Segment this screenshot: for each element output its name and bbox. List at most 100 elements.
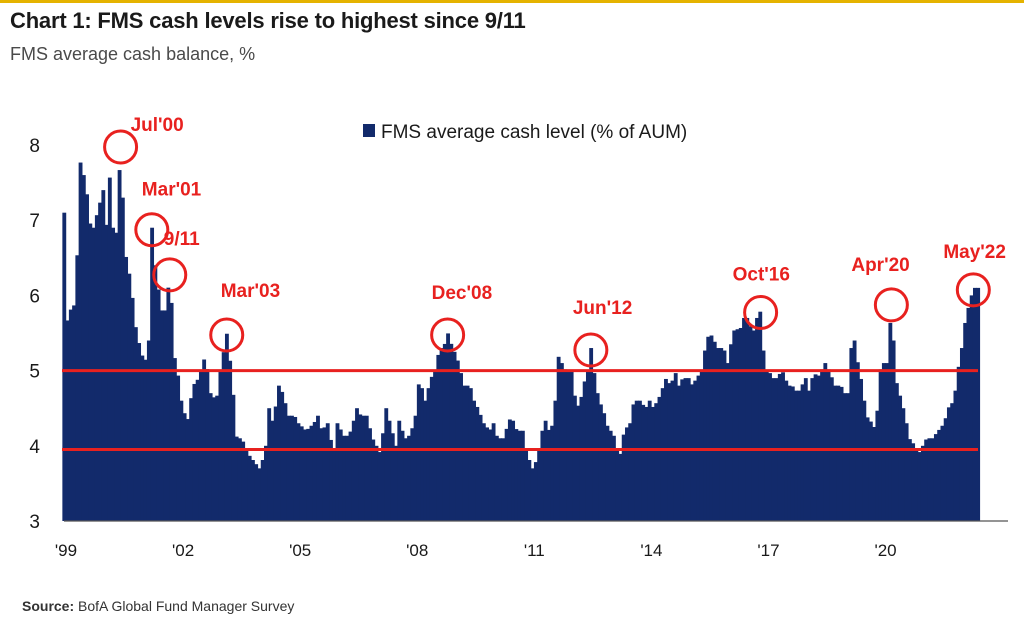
bar	[459, 373, 463, 521]
bar	[546, 429, 551, 521]
bar	[137, 343, 142, 521]
bar	[299, 426, 304, 521]
bar	[634, 400, 639, 521]
bar	[719, 348, 724, 521]
bar	[865, 417, 870, 521]
bar	[953, 390, 958, 521]
bar	[397, 420, 402, 521]
bar	[732, 330, 737, 521]
x-axis-ticks: '99 '02 '05 '08 '11 '14 '17 '20	[55, 541, 897, 560]
bar	[498, 438, 503, 521]
bar	[65, 320, 70, 521]
annotation-label: Mar'01	[142, 180, 202, 201]
bar	[221, 352, 226, 521]
bar	[348, 431, 353, 521]
bar	[159, 310, 164, 521]
bar	[638, 400, 642, 521]
bar	[625, 427, 629, 521]
bar	[504, 428, 509, 521]
annotation-label: May'22	[943, 242, 1006, 263]
annotation-label: Mar'03	[221, 281, 280, 302]
bar	[755, 317, 759, 521]
bar	[104, 224, 109, 522]
bar	[332, 448, 337, 521]
bar	[940, 425, 945, 521]
annotation-label: Jul'00	[131, 115, 184, 136]
bar	[179, 400, 184, 521]
bar	[758, 311, 763, 521]
bar	[651, 406, 655, 521]
bar	[407, 435, 411, 521]
bar	[78, 162, 83, 522]
bar	[280, 391, 285, 521]
bar	[917, 452, 922, 521]
bar	[296, 423, 301, 521]
annotation-label: Jun'12	[573, 298, 632, 319]
bar	[436, 354, 441, 521]
bar	[930, 438, 935, 521]
legend-label: FMS average cash level (% of AUM)	[381, 122, 687, 143]
bar	[303, 429, 307, 521]
bar-series	[62, 162, 981, 522]
bar	[927, 438, 932, 521]
bar	[410, 428, 415, 521]
bar	[88, 223, 93, 522]
bar	[384, 408, 389, 521]
bar	[169, 302, 174, 521]
bar	[764, 370, 769, 521]
bar	[146, 340, 151, 521]
bar	[878, 369, 883, 521]
bar	[849, 348, 854, 521]
bar	[452, 351, 457, 521]
y-tick-label: 6	[29, 286, 40, 307]
annotations: Jul'00 Mar'01 9/11 Mar'03 Dec'08 Jun'12 Oct'16…	[103, 115, 1006, 368]
bar	[381, 433, 385, 521]
bar	[364, 415, 369, 521]
bar	[621, 434, 626, 521]
bar	[735, 329, 740, 521]
bar	[872, 427, 877, 521]
bar	[972, 287, 977, 521]
bar	[569, 370, 574, 521]
bar	[956, 366, 961, 521]
bar	[527, 460, 532, 521]
bar	[143, 359, 148, 521]
bar	[361, 415, 366, 521]
bar	[924, 439, 929, 521]
bar	[667, 383, 672, 521]
bar	[797, 390, 802, 521]
bar	[449, 343, 454, 521]
bar	[426, 388, 431, 521]
bar	[563, 369, 568, 521]
bar	[254, 464, 259, 521]
annotation-label: Dec'08	[432, 283, 493, 304]
bar	[416, 384, 421, 521]
bar	[654, 403, 659, 521]
bar	[286, 415, 291, 521]
bar	[904, 423, 909, 521]
bar	[745, 317, 750, 521]
annotation-circle	[430, 317, 466, 353]
legend: FMS average cash level (% of AUM)	[363, 122, 687, 143]
bar	[390, 433, 395, 521]
bar	[807, 390, 811, 521]
bar	[101, 190, 106, 521]
bar	[182, 413, 187, 521]
source-note: Source: BofA Global Fund Manager Survey	[22, 598, 294, 614]
bar	[530, 468, 535, 521]
bar	[403, 438, 408, 521]
bar	[413, 415, 418, 521]
bar	[833, 385, 837, 521]
bar	[465, 385, 470, 521]
bar	[644, 406, 649, 521]
bar	[520, 430, 525, 521]
bar	[703, 350, 707, 521]
bar	[852, 340, 857, 521]
x-tick-label: '17	[757, 541, 779, 560]
bar	[885, 363, 890, 521]
bar	[943, 418, 948, 521]
bar	[553, 400, 558, 521]
bar	[293, 416, 298, 521]
bar	[959, 348, 964, 521]
bar	[790, 386, 795, 521]
